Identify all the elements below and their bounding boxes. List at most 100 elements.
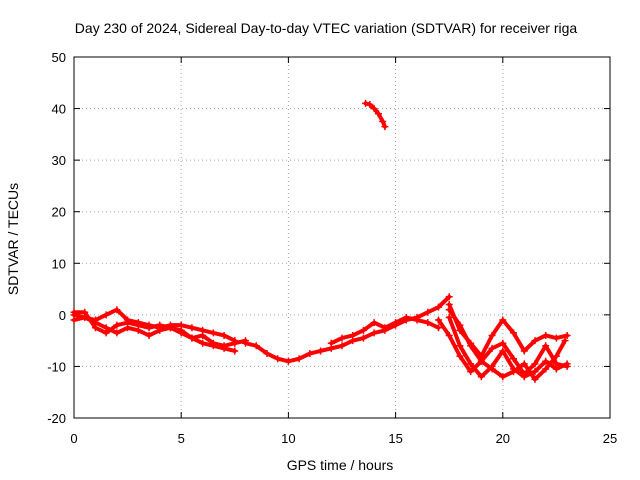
data-point — [542, 331, 550, 339]
data-point — [231, 337, 239, 345]
data-point — [359, 334, 367, 342]
series-track-i — [445, 301, 571, 360]
data-point — [220, 331, 228, 339]
y-tick-label: -10 — [47, 359, 66, 374]
data-point — [209, 329, 217, 337]
data-point — [274, 355, 282, 363]
y-tick-label: 0 — [59, 308, 66, 323]
data-point — [306, 350, 314, 358]
data-point — [91, 316, 99, 324]
data-point — [370, 319, 378, 327]
data-point — [188, 324, 196, 332]
data-point — [477, 373, 485, 381]
data-point — [370, 105, 378, 113]
data-point — [91, 324, 99, 332]
data-point — [445, 313, 453, 321]
data-point — [381, 123, 389, 131]
data-point — [392, 319, 400, 327]
series-track-f — [362, 99, 389, 131]
data-point — [510, 329, 518, 337]
data-point — [531, 337, 539, 345]
data-point — [456, 326, 464, 334]
data-point — [366, 100, 374, 108]
data-point — [402, 313, 410, 321]
data-point — [102, 329, 110, 337]
data-point — [434, 316, 442, 324]
data-point — [477, 352, 485, 360]
data-point — [349, 331, 357, 339]
data-point — [456, 352, 464, 360]
data-point — [70, 311, 78, 319]
data-point — [220, 344, 228, 352]
data-point — [488, 362, 496, 370]
chart-title: Day 230 of 2024, Sidereal Day-to-day VTE… — [75, 20, 578, 36]
data-point — [467, 339, 475, 347]
data-point — [177, 321, 185, 329]
data-point — [510, 365, 518, 373]
x-tick-label: 10 — [281, 431, 295, 446]
data-point — [542, 365, 550, 373]
series-track-c — [70, 306, 239, 345]
data-point — [113, 321, 121, 329]
data-point — [563, 360, 571, 368]
data-point — [531, 360, 539, 368]
data-point — [327, 339, 335, 347]
data-point — [113, 306, 121, 314]
data-point — [561, 337, 569, 345]
data-point — [134, 319, 142, 327]
data-point — [231, 347, 239, 355]
data-point — [188, 334, 196, 342]
data-point — [520, 360, 528, 368]
data-point — [145, 321, 153, 329]
data-point — [199, 339, 207, 347]
x-axis-label: GPS time / hours — [287, 457, 394, 473]
data-point — [381, 324, 389, 332]
data-point — [284, 357, 292, 365]
series-track-j — [445, 313, 571, 381]
data-point — [362, 99, 370, 107]
data-point — [531, 375, 539, 383]
data-point — [552, 334, 560, 342]
data-point — [338, 342, 346, 350]
data-point — [113, 329, 121, 337]
data-point — [374, 110, 382, 118]
data-point — [317, 347, 325, 355]
data-point — [467, 360, 475, 368]
axis-ticks — [73, 56, 611, 419]
data-point — [81, 313, 89, 321]
x-tick-label: 0 — [70, 431, 77, 446]
data-point — [124, 316, 132, 324]
data-point — [445, 293, 453, 301]
x-tick-labels: 0 5 10 15 20 25 — [70, 431, 617, 446]
data-point — [434, 303, 442, 311]
y-tick-label: 20 — [52, 205, 66, 220]
data-point — [488, 344, 496, 352]
data-point — [252, 342, 260, 350]
data-point — [242, 339, 250, 347]
data-point — [359, 326, 367, 334]
data-point — [434, 324, 442, 332]
series-line — [243, 294, 452, 364]
data-point — [424, 308, 432, 316]
data-point — [102, 311, 110, 319]
data-point — [370, 329, 378, 337]
data-point — [520, 373, 528, 381]
data-point — [445, 331, 453, 339]
data-point — [209, 342, 217, 350]
data-point — [542, 342, 550, 350]
series-track-e — [327, 313, 442, 347]
y-tick-label: 40 — [52, 102, 66, 117]
data-point — [488, 331, 496, 339]
data-point — [156, 324, 164, 332]
data-point — [413, 316, 421, 324]
data-point — [199, 326, 207, 334]
data-point — [531, 368, 539, 376]
y-tick-label: 10 — [52, 256, 66, 271]
data-point — [520, 347, 528, 355]
data-point — [263, 350, 271, 358]
data-point — [510, 355, 518, 363]
plot-frame — [73, 56, 611, 419]
y-tick-label: 50 — [52, 50, 66, 65]
x-tick-label: 5 — [178, 431, 185, 446]
